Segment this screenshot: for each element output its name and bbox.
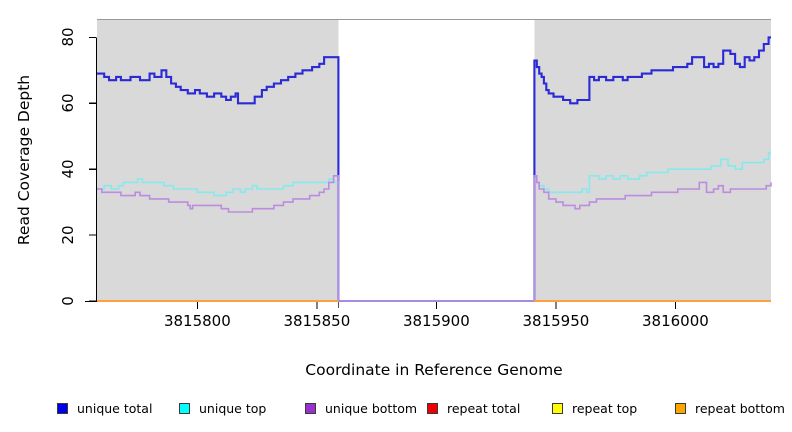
unique-bottom-swatch-icon: [305, 403, 316, 414]
legend-label: unique total: [77, 401, 153, 416]
y-axis-title: Read Coverage Depth: [15, 74, 33, 246]
legend-label: repeat total: [447, 401, 521, 416]
legend-label: unique bottom: [325, 401, 418, 416]
x-tick-label-3815850: 3815850: [283, 312, 351, 330]
legend-item-repeat-top: repeat top: [552, 401, 637, 416]
x-tick-label-3815900: 3815900: [402, 312, 470, 330]
y-tick-label-60: 60: [59, 93, 77, 113]
legend-label: repeat top: [572, 401, 638, 416]
legend-item-unique-top: unique top: [179, 401, 266, 416]
legend-label: repeat bottom: [695, 401, 785, 416]
x-axis-title: Coordinate in Reference Genome: [305, 361, 563, 379]
y-tick-label-80: 80: [59, 27, 77, 47]
x-tick-label-3815950: 3815950: [522, 312, 590, 330]
repeat-top-swatch-icon: [552, 403, 563, 414]
legend-item-repeat-total: repeat total: [427, 401, 520, 416]
y-tick-label-20: 20: [59, 225, 77, 245]
repeat-bottom-swatch-icon: [675, 403, 686, 414]
repeat-total-swatch-icon: [427, 403, 438, 414]
y-tick-label-40: 40: [59, 159, 77, 179]
unique-top-swatch-icon: [179, 403, 190, 414]
legend-item-repeat-bottom: repeat bottom: [675, 401, 785, 416]
legend-item-unique-bottom: unique bottom: [305, 401, 417, 416]
legend-item-unique-total: unique total: [57, 401, 152, 416]
legend-label: unique top: [199, 401, 267, 416]
unique-total-swatch-icon: [57, 403, 68, 414]
y-tick-label-0: 0: [59, 296, 77, 306]
x-tick-label-3816000: 3816000: [641, 312, 709, 330]
x-tick-label-3815800: 3815800: [163, 312, 231, 330]
